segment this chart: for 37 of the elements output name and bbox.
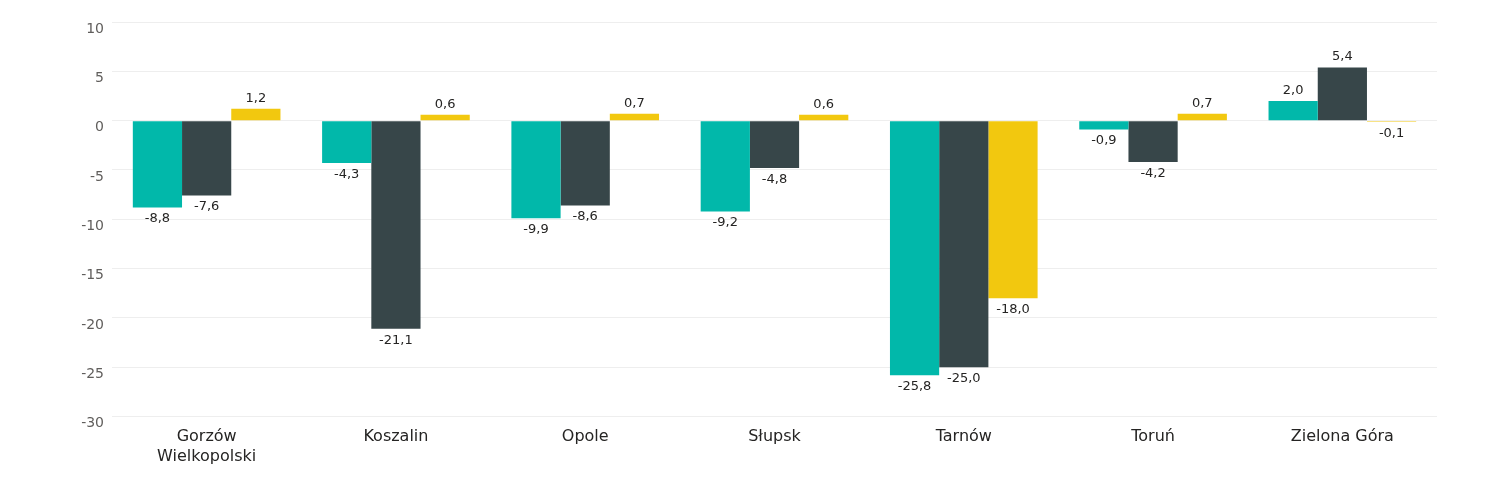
y-tick-label: -10 [81,216,104,233]
data-label: -8,8 [144,210,171,226]
x-tick-label: Toruń [1130,426,1175,446]
x-tick-label: Opole [561,426,609,446]
data-label: -4,8 [761,170,788,186]
x-tick-label: Tarnów [934,426,992,446]
data-label: -9,2 [712,214,738,230]
y-tick-label: 5 [95,68,104,85]
data-label: -18,0 [996,301,1030,317]
y-tick-label: -25 [81,364,104,381]
y-tick-label: -15 [81,266,104,283]
data-label: -7,6 [193,198,220,214]
y-tick-label: -30 [81,414,104,431]
y-tick-label: -20 [81,315,104,332]
y-tick-label: 0 [95,118,104,135]
data-label: -9,9 [523,221,549,237]
data-label: 0,6 [434,95,456,111]
data-label: 0,7 [1191,94,1213,110]
x-tick-label: Gorzów Wielkopolski [157,426,257,465]
data-label: -25,0 [946,370,981,386]
data-label: 0,6 [813,95,835,111]
data-label: 5,4 [1332,48,1353,64]
data-label: 2,0 [1282,81,1304,97]
y-tick-label: -5 [90,167,104,184]
data-label: -25,8 [897,378,932,394]
data-label: 0,7 [624,94,645,110]
y-tick-label: 10 [86,19,104,36]
x-tick-label: Zielona Góra [1290,426,1394,446]
x-tick-label: Koszalin [363,426,429,446]
data-label: -0,1 [1378,124,1405,140]
data-label: -4,2 [1140,164,1166,180]
data-label: -8,6 [572,208,598,224]
data-label: 1,2 [245,89,267,105]
x-tick-label: Słupsk [748,426,802,446]
data-label: -21,1 [379,331,413,347]
data-label: -0,9 [1091,132,1117,148]
data-label: -4,3 [334,165,360,181]
